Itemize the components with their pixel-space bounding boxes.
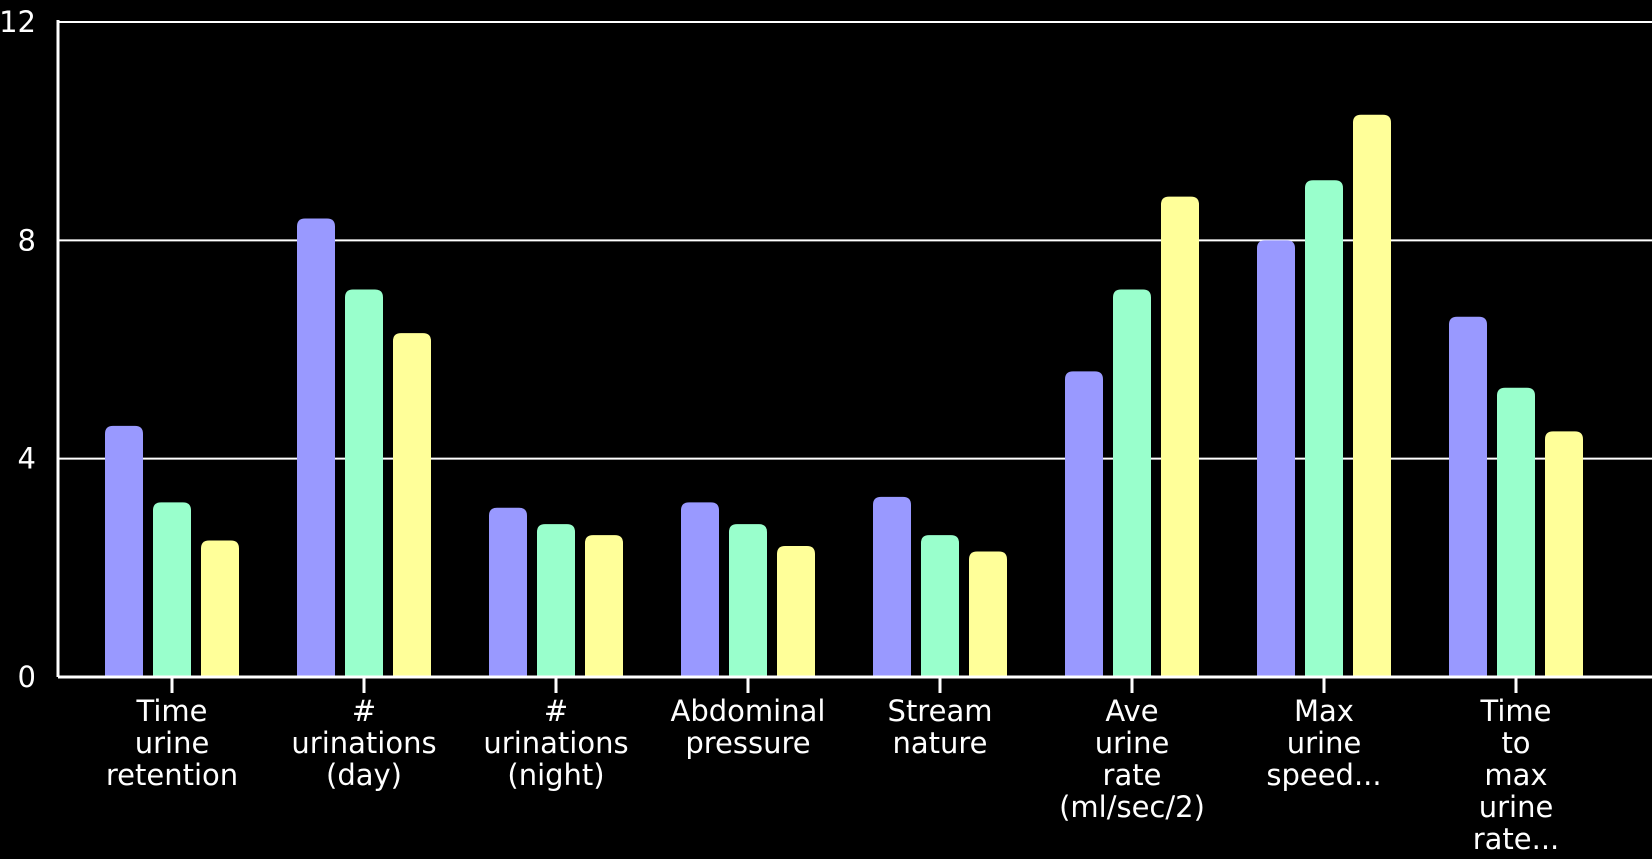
bar-series-3-category-1 bbox=[201, 540, 239, 677]
x-category-label: Ave urine rate (ml/sec/2) bbox=[1059, 694, 1205, 824]
bar-series-1-category-4 bbox=[681, 502, 719, 677]
y-axis-tick-labels: 0 4 8 12 bbox=[0, 5, 36, 694]
x-category-label: Abdominal pressure bbox=[671, 694, 826, 760]
bar-series-1-category-5 bbox=[873, 496, 911, 677]
bar-series-2-category-7 bbox=[1305, 180, 1343, 677]
x-category-label-line: max bbox=[1484, 758, 1547, 792]
y-tick-label: 4 bbox=[18, 442, 36, 476]
x-category-label: Max urine speed... bbox=[1266, 694, 1381, 792]
bar-series-3-category-7 bbox=[1353, 114, 1391, 677]
x-category-label: Time to max urine rate... bbox=[1473, 694, 1560, 856]
bar-series-2-category-4 bbox=[729, 524, 767, 677]
x-category-label-line: Ave bbox=[1105, 694, 1158, 728]
x-category-label-line: Abdominal bbox=[671, 694, 826, 728]
x-category-label-line: urine bbox=[135, 726, 210, 760]
x-category-label-line: nature bbox=[892, 726, 987, 760]
bar-series-1-category-7 bbox=[1257, 240, 1295, 678]
x-category-label: Time urine retention bbox=[106, 694, 238, 792]
x-category-label-line: retention bbox=[106, 758, 238, 792]
bar-series-3-category-4 bbox=[777, 546, 815, 677]
bar-series-3-category-2 bbox=[393, 333, 431, 677]
bar-series-1-category-6 bbox=[1065, 371, 1103, 677]
bar-series-3-category-6 bbox=[1161, 196, 1199, 677]
x-category-label-line: Time bbox=[1480, 694, 1552, 728]
x-category-label-line: urine bbox=[1095, 726, 1170, 760]
bar-series-2-category-2 bbox=[345, 289, 383, 677]
axes bbox=[56, 20, 1652, 693]
x-category-label: # urinations (night) bbox=[483, 694, 628, 792]
x-category-label-line: urinations bbox=[291, 726, 436, 760]
bar-series-1-category-3 bbox=[489, 507, 527, 677]
y-tick-label: 8 bbox=[18, 223, 36, 257]
x-category-label-line: # bbox=[352, 694, 376, 728]
x-category-label-line: (night) bbox=[507, 758, 604, 792]
bar-series-1-category-2 bbox=[297, 218, 335, 677]
bar-series-2-category-6 bbox=[1113, 289, 1151, 677]
x-category-label-line: (day) bbox=[326, 758, 402, 792]
x-category-label-line: Max bbox=[1294, 694, 1354, 728]
bar-series-2-category-8 bbox=[1497, 387, 1535, 677]
x-category-label-line: pressure bbox=[685, 726, 810, 760]
x-category-label-line: Stream bbox=[888, 694, 993, 728]
bar-series-2-category-1 bbox=[153, 502, 191, 677]
bar-series-3-category-8 bbox=[1545, 431, 1583, 677]
bar-series-3-category-3 bbox=[585, 535, 623, 677]
x-category-label-line: Time bbox=[136, 694, 208, 728]
x-category-label-line: rate... bbox=[1473, 822, 1560, 856]
y-tick-label: 0 bbox=[18, 660, 36, 694]
x-category-label-line: urinations bbox=[483, 726, 628, 760]
y-tick-label: 12 bbox=[0, 5, 36, 39]
bars bbox=[105, 114, 1583, 678]
bar-series-1-category-8 bbox=[1449, 316, 1487, 677]
x-category-label-line: # bbox=[544, 694, 568, 728]
x-category-label-line: rate bbox=[1103, 758, 1162, 792]
bar-series-2-category-3 bbox=[537, 524, 575, 677]
bar-series-3-category-5 bbox=[969, 551, 1007, 677]
bar-series-1-category-1 bbox=[105, 425, 143, 677]
x-category-label: Stream nature bbox=[888, 694, 993, 760]
x-category-label-line: urine bbox=[1287, 726, 1362, 760]
x-category-label-line: speed... bbox=[1266, 758, 1381, 792]
x-category-label-line: to bbox=[1501, 726, 1530, 760]
x-category-label-line: (ml/sec/2) bbox=[1059, 790, 1205, 824]
x-category-label: # urinations (day) bbox=[291, 694, 436, 792]
x-category-label-line: urine bbox=[1479, 790, 1554, 824]
x-axis-category-labels: Time urine retention# urinations (day)# urina… bbox=[106, 694, 1559, 856]
bar-series-2-category-5 bbox=[921, 535, 959, 677]
